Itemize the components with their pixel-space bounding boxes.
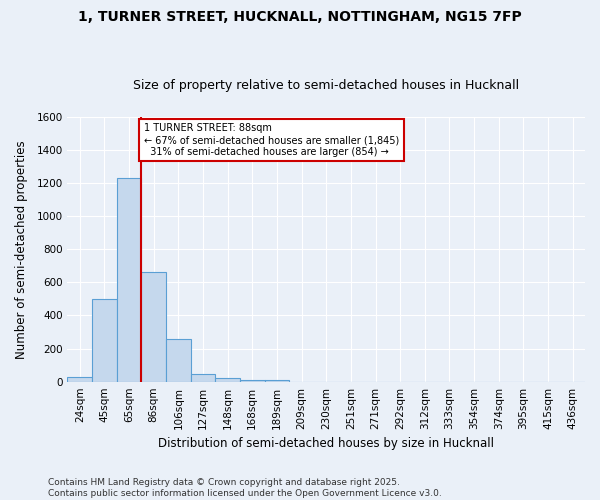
Bar [265, 380, 289, 382]
Bar [117, 178, 142, 382]
Bar [92, 299, 117, 382]
Bar [142, 272, 166, 382]
Bar [240, 380, 265, 382]
Text: 1, TURNER STREET, HUCKNALL, NOTTINGHAM, NG15 7FP: 1, TURNER STREET, HUCKNALL, NOTTINGHAM, … [78, 10, 522, 24]
Bar [191, 374, 215, 382]
Bar [166, 340, 191, 382]
Text: 1 TURNER STREET: 88sqm
← 67% of semi-detached houses are smaller (1,845)
  31% o: 1 TURNER STREET: 88sqm ← 67% of semi-det… [144, 124, 399, 156]
Title: Size of property relative to semi-detached houses in Hucknall: Size of property relative to semi-detach… [133, 79, 519, 92]
Bar [67, 376, 92, 382]
Y-axis label: Number of semi-detached properties: Number of semi-detached properties [15, 140, 28, 358]
Bar [215, 378, 240, 382]
Text: Contains HM Land Registry data © Crown copyright and database right 2025.
Contai: Contains HM Land Registry data © Crown c… [48, 478, 442, 498]
X-axis label: Distribution of semi-detached houses by size in Hucknall: Distribution of semi-detached houses by … [158, 437, 494, 450]
